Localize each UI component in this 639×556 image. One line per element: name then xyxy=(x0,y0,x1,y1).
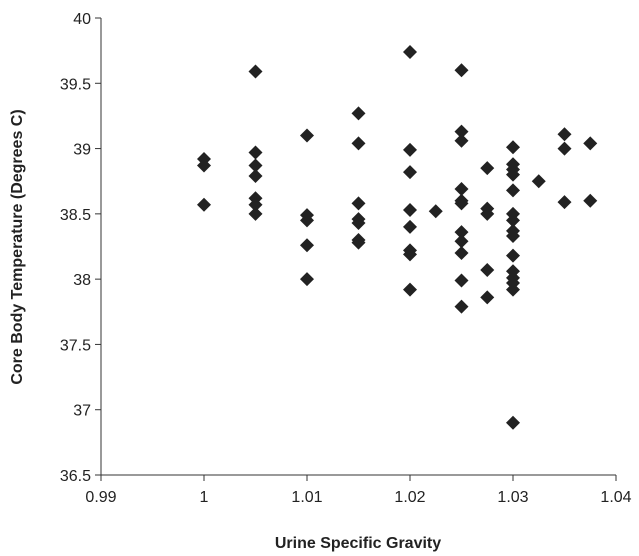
data-point xyxy=(403,44,417,59)
data-point xyxy=(403,202,417,217)
data-point xyxy=(403,142,417,157)
x-tick-label: 1.03 xyxy=(497,489,528,506)
data-point xyxy=(557,141,572,156)
y-tick-label: 37 xyxy=(73,403,91,420)
data-point xyxy=(506,167,520,182)
x-tick-label: 1.02 xyxy=(394,489,425,506)
data-point xyxy=(454,234,469,249)
y-tick-label: 39 xyxy=(73,142,91,159)
data-point xyxy=(454,273,469,288)
data-point xyxy=(454,246,469,261)
y-tick-label: 39.5 xyxy=(60,76,91,93)
data-point xyxy=(197,158,211,173)
x-axis-title: Urine Specific Gravity xyxy=(275,535,441,552)
data-point xyxy=(480,263,495,278)
x-tick-label: 1.01 xyxy=(291,489,322,506)
data-point xyxy=(403,219,417,234)
data-point xyxy=(480,290,495,305)
y-tick-label: 40 xyxy=(73,11,91,28)
data-points xyxy=(197,44,598,430)
data-point xyxy=(506,213,520,228)
data-point xyxy=(197,197,211,212)
x-tick-label: 0.99 xyxy=(85,489,116,506)
y-tick-label: 38.5 xyxy=(60,207,91,224)
y-tick-label: 38 xyxy=(73,272,91,289)
data-point xyxy=(351,136,366,151)
y-axis-title: Core Body Temperature (Degrees C) xyxy=(9,109,26,384)
data-point xyxy=(506,282,520,297)
x-tick-label: 1.04 xyxy=(600,489,631,506)
data-point xyxy=(454,225,469,240)
data-point xyxy=(506,229,520,244)
data-point xyxy=(531,174,546,189)
data-point xyxy=(454,196,469,211)
data-point xyxy=(480,161,495,176)
data-point xyxy=(351,106,366,121)
data-point xyxy=(454,63,469,78)
data-point xyxy=(454,182,469,197)
data-point xyxy=(300,238,314,253)
data-point xyxy=(300,272,314,287)
data-point xyxy=(403,282,417,297)
y-axis-ticks: 36.5 37 37.5 38 38.5 39 39.5 40 xyxy=(60,11,101,485)
data-point xyxy=(248,64,263,79)
data-point xyxy=(583,193,598,208)
data-point xyxy=(454,133,469,148)
data-point xyxy=(248,197,263,212)
data-point xyxy=(248,206,263,221)
data-point xyxy=(557,195,572,210)
data-point xyxy=(583,136,598,151)
data-point xyxy=(248,158,263,173)
data-point xyxy=(351,235,366,250)
y-tick-label: 36.5 xyxy=(60,468,91,485)
data-point xyxy=(506,183,520,198)
x-axis-ticks: 0.99 1 1.01 1.02 1.03 1.04 xyxy=(85,475,632,506)
data-point xyxy=(506,248,520,263)
data-point xyxy=(428,204,443,219)
data-point xyxy=(300,128,314,143)
x-tick-label: 1 xyxy=(200,489,209,506)
axes xyxy=(100,18,616,476)
y-tick-label: 37.5 xyxy=(60,337,91,354)
data-point xyxy=(300,213,314,228)
data-point xyxy=(248,168,263,183)
data-point xyxy=(351,196,366,211)
data-point xyxy=(351,215,366,230)
data-point xyxy=(506,140,520,155)
data-point xyxy=(403,165,417,180)
data-point xyxy=(454,299,469,314)
data-point xyxy=(557,127,572,142)
data-point xyxy=(506,415,520,430)
data-point xyxy=(480,206,495,221)
data-point xyxy=(248,145,263,160)
data-point xyxy=(403,247,417,262)
data-point xyxy=(454,124,469,139)
